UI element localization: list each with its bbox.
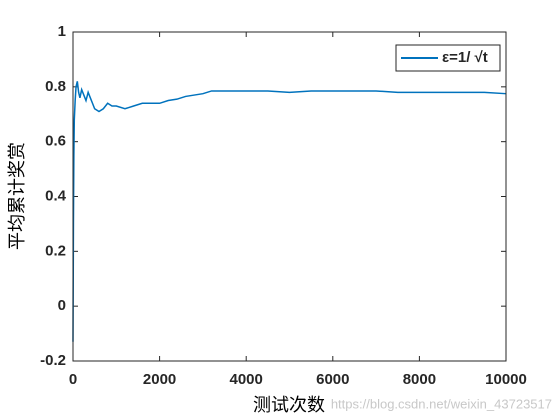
y-axis-label: 平均累计奖赏 <box>7 142 28 250</box>
x-tick-label: 0 <box>69 371 77 388</box>
watermark: https://blog.csdn.net/weixin_43723517 <box>331 396 552 411</box>
axes-box <box>72 31 507 362</box>
y-tick-label: 0.2 <box>45 242 66 259</box>
y-tick-label: -0.2 <box>40 352 66 369</box>
data-line <box>72 81 507 342</box>
y-tick-label: 0.4 <box>45 187 67 204</box>
x-tick-label: 4000 <box>230 371 263 388</box>
x-tick-label: 10000 <box>485 371 527 388</box>
x-tick-label: 8000 <box>403 371 436 388</box>
x-tick-label: 6000 <box>316 371 349 388</box>
y-tick-label: 0 <box>58 297 66 314</box>
y-tick-label: 1 <box>58 23 66 40</box>
plot-area <box>73 32 506 361</box>
x-axis-label: 测试次数 <box>253 395 325 416</box>
legend-label: ε=1/ √t <box>442 49 488 66</box>
y-tick-label: 0.8 <box>45 78 66 95</box>
x-tick-label: 2000 <box>143 371 176 388</box>
y-tick-label: 0.6 <box>45 133 66 150</box>
